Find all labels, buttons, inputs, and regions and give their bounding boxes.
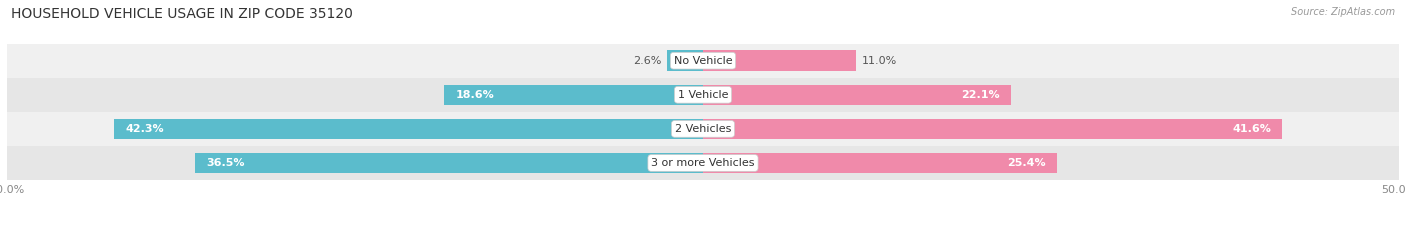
Text: 18.6%: 18.6% (456, 90, 494, 100)
Text: 25.4%: 25.4% (1007, 158, 1046, 168)
Text: 22.1%: 22.1% (960, 90, 1000, 100)
Legend: Owner-occupied, Renter-occupied: Owner-occupied, Renter-occupied (586, 230, 820, 233)
Bar (114, 119, 703, 139)
Text: 2 Vehicles: 2 Vehicles (675, 124, 731, 134)
Text: No Vehicle: No Vehicle (673, 56, 733, 66)
Bar (7, 78, 1399, 112)
Bar (703, 51, 856, 71)
Bar (703, 85, 1011, 105)
Text: 11.0%: 11.0% (862, 56, 897, 66)
Bar (703, 119, 1282, 139)
Text: 36.5%: 36.5% (207, 158, 245, 168)
Text: HOUSEHOLD VEHICLE USAGE IN ZIP CODE 35120: HOUSEHOLD VEHICLE USAGE IN ZIP CODE 3512… (11, 7, 353, 21)
Text: 2.6%: 2.6% (633, 56, 661, 66)
Bar (666, 51, 703, 71)
Bar (7, 146, 1399, 180)
Bar (195, 153, 703, 173)
Bar (444, 85, 703, 105)
Text: 1 Vehicle: 1 Vehicle (678, 90, 728, 100)
Bar (7, 44, 1399, 78)
Bar (703, 153, 1056, 173)
Text: 42.3%: 42.3% (125, 124, 165, 134)
Text: Source: ZipAtlas.com: Source: ZipAtlas.com (1291, 7, 1395, 17)
Text: 41.6%: 41.6% (1232, 124, 1271, 134)
Bar (7, 112, 1399, 146)
Text: 3 or more Vehicles: 3 or more Vehicles (651, 158, 755, 168)
